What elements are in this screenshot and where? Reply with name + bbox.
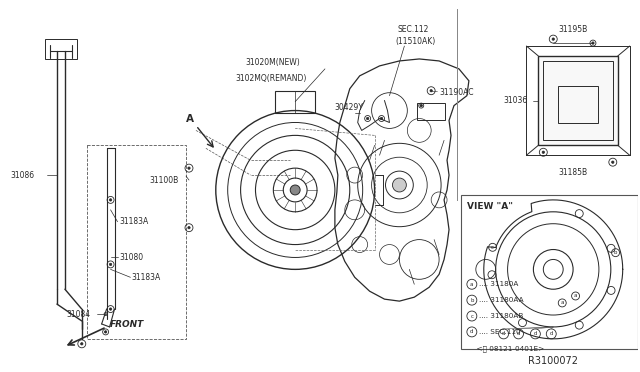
Circle shape: [109, 308, 112, 310]
Text: (11510AK): (11510AK): [396, 36, 436, 46]
Text: 31100B: 31100B: [149, 176, 179, 185]
Text: SEC.112: SEC.112: [397, 25, 429, 34]
Circle shape: [420, 105, 422, 107]
Circle shape: [592, 42, 594, 44]
Circle shape: [109, 199, 112, 201]
Text: d: d: [470, 329, 474, 334]
Text: a: a: [470, 282, 474, 287]
Text: 31190AC: 31190AC: [439, 88, 474, 97]
Bar: [45, 39, 77, 59]
Text: c: c: [470, 314, 474, 318]
Circle shape: [552, 38, 554, 40]
Circle shape: [542, 151, 545, 153]
Text: d: d: [534, 331, 537, 336]
Circle shape: [104, 331, 107, 333]
Text: a: a: [574, 294, 577, 298]
Text: a: a: [561, 301, 564, 305]
Text: FRONT: FRONT: [109, 320, 144, 330]
Text: 3102MQ(REMAND): 3102MQ(REMAND): [236, 74, 307, 83]
Text: d: d: [502, 331, 506, 336]
Circle shape: [367, 117, 369, 120]
Bar: [461, 195, 637, 349]
Circle shape: [109, 263, 112, 266]
Text: d: d: [550, 331, 553, 336]
Text: VIEW "A": VIEW "A": [467, 202, 513, 211]
Circle shape: [81, 343, 83, 345]
Text: .... SEC.110: .... SEC.110: [479, 329, 520, 335]
Text: .... 31180A: .... 31180A: [479, 281, 518, 287]
Text: d: d: [517, 331, 520, 336]
Text: 31080: 31080: [120, 253, 143, 262]
Circle shape: [392, 178, 406, 192]
Text: 31185B: 31185B: [558, 168, 588, 177]
Circle shape: [188, 167, 190, 169]
Bar: [275, 91, 315, 113]
Text: 31020M(NEW): 31020M(NEW): [246, 58, 300, 67]
Text: .... 31180AB: .... 31180AB: [479, 313, 523, 319]
Text: c: c: [491, 245, 494, 250]
Bar: [417, 103, 445, 121]
Bar: [87, 145, 186, 339]
Text: A: A: [186, 113, 194, 124]
Circle shape: [612, 161, 614, 163]
Text: 30429Y: 30429Y: [335, 103, 364, 112]
Text: 31086: 31086: [10, 171, 35, 180]
Bar: [538, 56, 618, 145]
Text: 31195B: 31195B: [558, 25, 588, 34]
Text: b: b: [614, 250, 618, 255]
Text: <Ⓒ 08121-0401E>: <Ⓒ 08121-0401E>: [472, 346, 544, 352]
Circle shape: [290, 185, 300, 195]
Bar: [543, 61, 612, 140]
Text: 31183A: 31183A: [131, 273, 161, 282]
Circle shape: [430, 90, 433, 92]
Circle shape: [380, 117, 383, 120]
Text: b: b: [470, 298, 474, 303]
Circle shape: [188, 227, 190, 229]
Text: 31036: 31036: [504, 96, 528, 105]
Text: R3100072: R3100072: [529, 356, 579, 366]
Text: .... 31180AA: .... 31180AA: [479, 297, 524, 303]
Text: 31183A: 31183A: [120, 217, 148, 226]
Bar: [558, 86, 598, 124]
Text: 31084: 31084: [67, 310, 91, 318]
